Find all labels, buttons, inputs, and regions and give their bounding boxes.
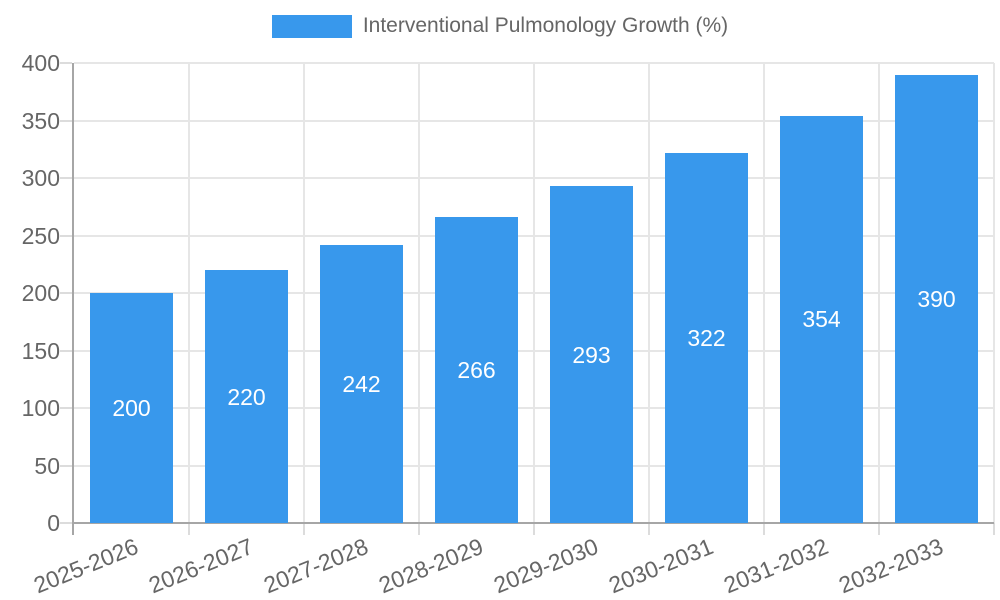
bar-value-label: 322 — [687, 324, 726, 351]
bar-value-label: 354 — [802, 306, 841, 333]
y-axis-tick — [60, 177, 72, 179]
y-axis-tick-label: 100 — [21, 395, 60, 421]
y-axis-tick-label: 350 — [21, 107, 60, 134]
y-axis-tick — [60, 464, 72, 467]
legend-item[interactable]: Interventional Pulmonology Growth (%) — [271, 14, 729, 38]
gridline-vertical — [418, 63, 420, 523]
gridline-vertical — [648, 63, 650, 523]
x-axis-tick — [418, 523, 420, 535]
y-axis-tick-label: 200 — [21, 280, 60, 306]
x-axis-tick — [188, 523, 190, 535]
x-axis-tick — [878, 523, 880, 535]
gridline-vertical — [993, 63, 995, 523]
y-axis-tick — [60, 522, 72, 524]
bar-value-label: 242 — [342, 370, 381, 397]
bar-2030-2031[interactable] — [665, 152, 748, 523]
gridline-vertical — [533, 63, 535, 523]
y-axis-tick-label: 50 — [34, 452, 60, 479]
y-axis-tick — [60, 292, 72, 294]
bar-2029-2030[interactable] — [550, 186, 633, 523]
bar-2028-2029[interactable] — [435, 217, 518, 523]
x-axis-tick — [303, 523, 305, 535]
gridline-vertical — [878, 63, 880, 523]
bar-value-label: 266 — [457, 357, 496, 384]
y-axis-tick-label: 400 — [21, 50, 60, 76]
y-axis-tick-label: 0 — [47, 510, 60, 536]
y-axis-line — [72, 63, 74, 535]
gridline-vertical — [188, 63, 190, 523]
chart-legend: Interventional Pulmonology Growth (%) — [0, 14, 1000, 38]
bar-2026-2027[interactable] — [205, 270, 288, 523]
y-axis-tick — [60, 349, 72, 352]
bar-2027-2028[interactable] — [320, 244, 403, 523]
y-axis-tick-label: 250 — [21, 222, 60, 249]
bar-value-label: 390 — [917, 285, 956, 312]
x-axis-tick — [763, 523, 765, 535]
bar-value-label: 220 — [227, 383, 266, 410]
y-axis-tick-label: 300 — [21, 165, 60, 191]
plot-area: 0 50 100 150 200 250 300 350 400 200 2025-2026 220 2… — [22, 50, 995, 598]
y-axis-tick — [60, 234, 72, 237]
gridline-vertical — [303, 63, 305, 523]
y-axis-tick-label: 150 — [21, 337, 60, 364]
gridline-vertical — [763, 63, 765, 523]
x-axis-tick — [533, 523, 535, 535]
y-axis-tick — [60, 62, 72, 65]
y-axis-tick — [60, 119, 72, 122]
bar-2025-2026[interactable] — [90, 293, 173, 523]
y-axis-tick — [60, 407, 72, 409]
bar-value-label: 293 — [572, 341, 611, 368]
x-axis-tick — [993, 523, 995, 535]
bar-value-label: 200 — [112, 395, 151, 421]
bar-2032-2033[interactable] — [895, 74, 978, 523]
x-axis-tick — [648, 523, 650, 535]
x-axis-line — [74, 522, 994, 524]
legend-swatch — [271, 14, 352, 38]
legend-label: Interventional Pulmonology Growth (%) — [362, 14, 729, 37]
bar-2031-2032[interactable] — [780, 115, 863, 523]
